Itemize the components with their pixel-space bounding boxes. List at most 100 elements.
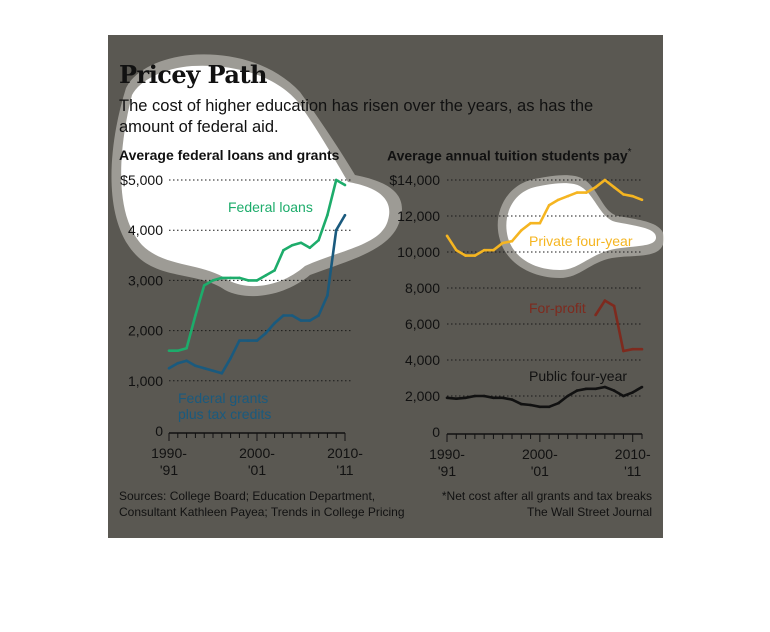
right-series-2-point — [603, 299, 607, 302]
right-series-3-point — [538, 405, 542, 409]
left-series-2-point — [343, 213, 347, 217]
left-y-tick-label: $5,000 — [120, 172, 163, 188]
right-series-2-point — [594, 313, 597, 317]
source-note: Sources: College Board; Education Depart… — [119, 489, 419, 520]
right-series-line-1 — [445, 178, 643, 257]
left-series-label-1: Federal loans — [228, 199, 313, 215]
right-series-label-1: Private four-year — [529, 233, 633, 249]
right-x-tick-label: '01 — [531, 463, 549, 479]
left-series-2-point — [282, 314, 285, 317]
left-series-2-point — [167, 366, 171, 370]
right-series-1-point — [575, 191, 579, 194]
right-x-tick-label: '91 — [438, 463, 456, 479]
right-series-3-point — [501, 396, 505, 400]
right-series-1-point — [473, 254, 477, 257]
left-chart-title-text: Average federal loans and grants — [119, 147, 340, 163]
left-series-label-2: Federal grants — [178, 390, 268, 406]
left-series-2-point — [229, 356, 232, 360]
right-y-tick-label: 2,000 — [405, 388, 440, 404]
right-series-1-point — [445, 234, 449, 238]
left-series-2-point — [317, 314, 320, 317]
right-series-3-point — [640, 385, 644, 389]
left-series-2-point — [176, 361, 180, 365]
left-series-1-point — [326, 213, 329, 217]
left-series-1-point — [229, 276, 232, 280]
right-y-tick-label: 10,000 — [397, 244, 440, 260]
left-series-2-point — [211, 369, 215, 373]
right-series-3-point — [584, 387, 588, 391]
left-series-1-point — [255, 279, 259, 282]
right-series-1-point — [631, 194, 635, 198]
right-x-tick-label: 2000- — [522, 446, 558, 462]
right-chart-title: Average annual tuition students pay* — [387, 147, 632, 164]
left-series-2-point — [194, 364, 197, 368]
right-series-3-point — [492, 396, 495, 400]
left-series-1-point — [264, 274, 268, 277]
right-x-tick-label: 2010- — [615, 446, 651, 462]
right-series-1-point — [501, 241, 505, 245]
left-series-2-point — [220, 371, 224, 375]
right-y-tick-label: 8,000 — [405, 280, 440, 296]
right-series-3-point — [510, 398, 514, 401]
left-series-1-point — [220, 276, 224, 280]
left-series-2-point — [326, 294, 329, 297]
right-series-1-point — [454, 248, 458, 252]
right-series-2-point — [640, 347, 644, 351]
right-y-tick-label: 6,000 — [405, 316, 440, 332]
left-series-1-point — [317, 238, 320, 242]
right-series-2-point — [631, 347, 635, 351]
left-series-1-point — [290, 243, 294, 247]
left-series-2-point — [246, 339, 250, 342]
chart-title: Pricey Path — [119, 60, 267, 89]
right-series-3-point — [519, 402, 523, 406]
right-series-1-point — [612, 185, 616, 189]
right-series-1-point — [529, 221, 532, 225]
right-y-tick-label: 12,000 — [397, 208, 440, 224]
left-series-label-2: plus tax credits — [178, 406, 271, 422]
left-series-2-point — [185, 359, 188, 363]
left-x-tick-label: '01 — [248, 462, 266, 478]
right-series-line-2 — [594, 299, 642, 353]
right-series-2-point — [622, 349, 625, 353]
right-series-3-point — [622, 394, 625, 398]
left-series-1-point — [167, 349, 171, 352]
left-y-tick-label: 3,000 — [128, 272, 163, 288]
right-series-1-point — [482, 248, 486, 252]
right-y-tick-label: 4,000 — [405, 352, 440, 368]
right-series-2-point — [612, 304, 616, 308]
left-y-tick-label: 1,000 — [128, 373, 163, 389]
right-series-3-point — [566, 394, 570, 398]
right-series-3-point — [547, 405, 551, 409]
footnote-text: *Net cost after all grants and tax break… — [441, 489, 652, 503]
footnote: *Net cost after all grants and tax break… — [442, 489, 652, 520]
right-series-1-point — [464, 254, 467, 257]
right-y-tick-label: 0 — [432, 424, 440, 440]
credit-text: The Wall Street Journal — [527, 504, 652, 519]
left-series-1-point — [246, 279, 250, 282]
left-series-2-point — [264, 331, 268, 335]
left-x-tick-label: '11 — [336, 462, 353, 478]
right-series-1-point — [557, 198, 560, 202]
right-chart-title-text: Average annual tuition students pay — [387, 147, 628, 164]
left-series-2-point — [290, 314, 294, 317]
left-y-tick-label: 2,000 — [128, 323, 163, 339]
left-series-2-point — [238, 339, 241, 342]
right-series-line-3 — [446, 385, 643, 409]
right-series-1-point — [584, 191, 588, 194]
left-series-1-point — [238, 276, 241, 280]
left-series-1-point — [211, 279, 215, 282]
right-series-3-point — [454, 397, 458, 401]
left-x-tick-label: 1990- — [151, 445, 187, 461]
footnote-marker: * — [627, 147, 632, 158]
right-series-1-point — [519, 229, 523, 232]
left-series-1-point — [202, 284, 206, 287]
left-chart-title: Average federal loans and grants — [119, 147, 339, 163]
left-series-2-point — [334, 228, 338, 232]
right-series-3-point — [482, 394, 486, 398]
left-series-1-point — [282, 248, 285, 252]
left-series-2-point — [255, 339, 259, 342]
right-series-3-point — [529, 403, 532, 407]
left-series-2-point — [308, 319, 312, 322]
left-x-tick-label: 2010- — [327, 445, 363, 461]
